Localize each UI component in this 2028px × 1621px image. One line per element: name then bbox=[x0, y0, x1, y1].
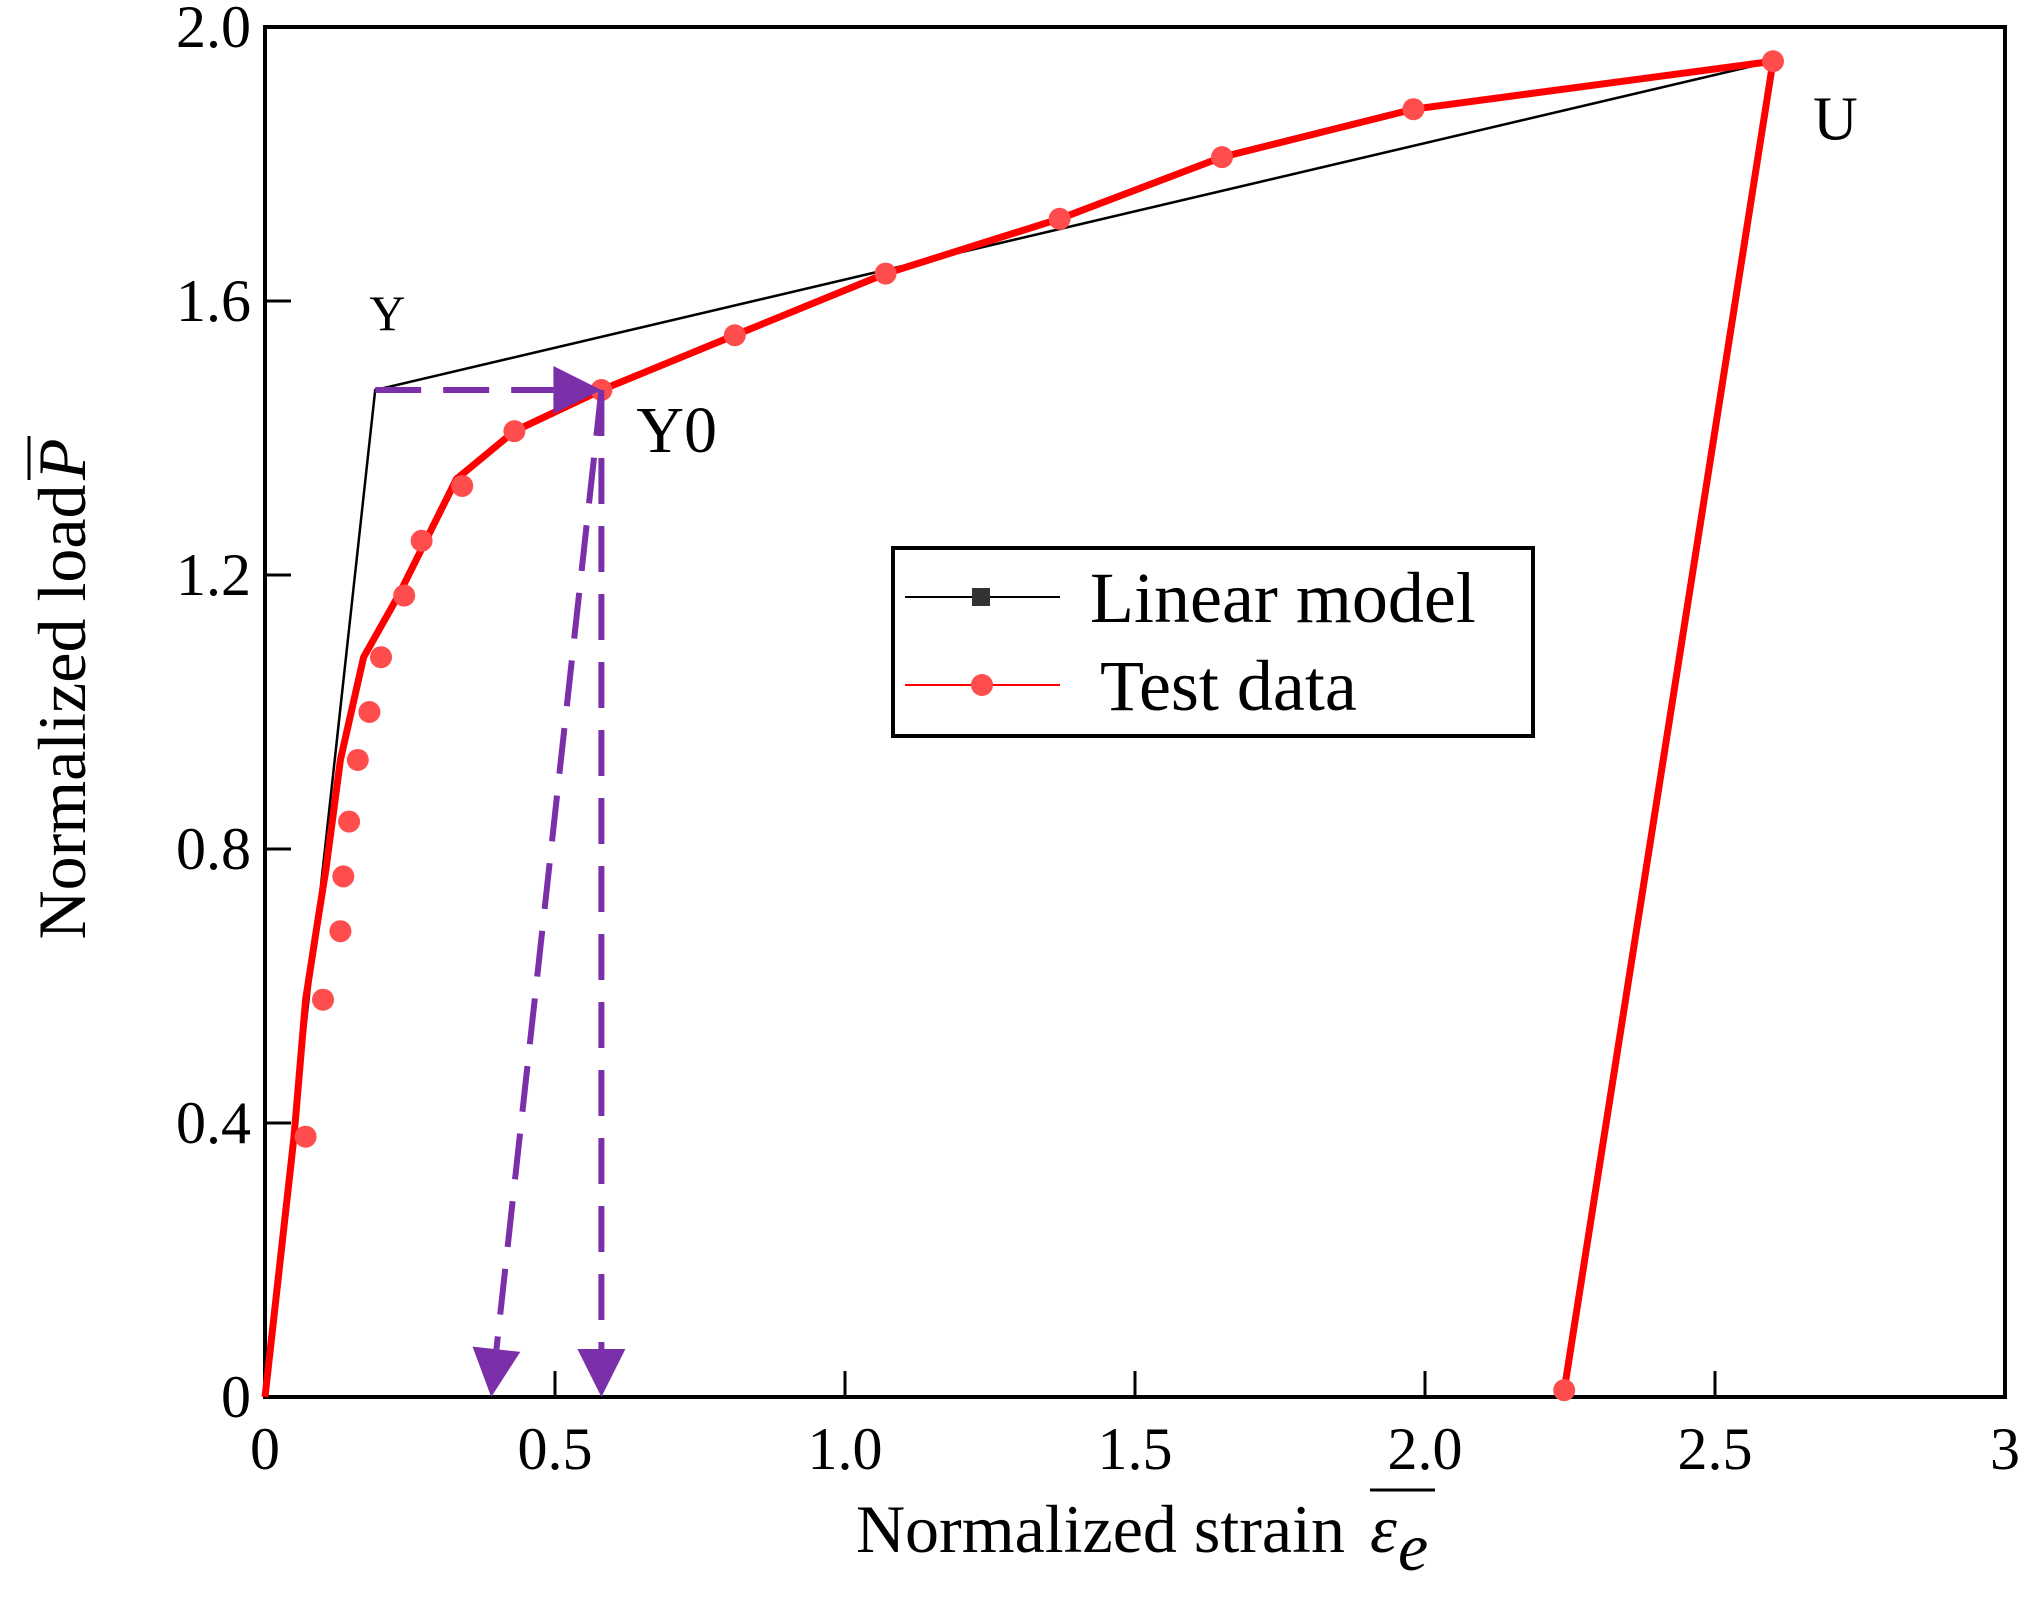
x-tick-label: 0 bbox=[250, 1416, 280, 1482]
dashed-arrow-line bbox=[493, 389, 605, 1350]
x-tick-label: 0.5 bbox=[518, 1416, 593, 1482]
test-data-point bbox=[723, 324, 746, 347]
test-data-point bbox=[294, 1125, 317, 1148]
legend-linear-label: Linear model bbox=[1090, 558, 1476, 638]
point-label-y0: Y0 bbox=[636, 394, 717, 467]
x-axis-label-text: Normalized strain bbox=[856, 1491, 1345, 1567]
test-data-point bbox=[1553, 1379, 1576, 1402]
x-axis-ticks: 0 0.5 1.0 1.5 2.0 2.5 3 bbox=[250, 1371, 2020, 1482]
test-data-point bbox=[312, 988, 334, 1011]
test-data-point bbox=[410, 529, 433, 552]
test-data-point bbox=[346, 748, 369, 771]
y-tick-label: 0 bbox=[221, 1364, 251, 1430]
y-tick-label: 1.6 bbox=[176, 268, 251, 334]
y-axis-label-text: Normalized load bbox=[24, 484, 100, 939]
legend-linear-marker bbox=[972, 588, 990, 606]
legend: Linear model Test data bbox=[891, 546, 1535, 738]
x-tick-label: 1.5 bbox=[1098, 1416, 1173, 1482]
test-data-point bbox=[874, 262, 897, 285]
legend-box bbox=[891, 546, 1535, 738]
test-data-point bbox=[332, 865, 355, 888]
test-data-line bbox=[261, 57, 1777, 1398]
y-axis-ticks: 0 0.4 0.8 1.2 1.6 2.0 bbox=[176, 0, 291, 1430]
x-axis-label-subscript: e bbox=[1398, 1509, 1428, 1585]
y-tick-label: 1.2 bbox=[176, 542, 251, 608]
test-data-point bbox=[338, 810, 361, 833]
test-data-point bbox=[1762, 50, 1784, 73]
y-tick-label: 2.0 bbox=[176, 0, 251, 60]
test-data-point bbox=[451, 474, 474, 497]
y-tick-label: 0.4 bbox=[176, 1090, 251, 1156]
test-data-point bbox=[503, 420, 526, 443]
test-data-point bbox=[1211, 146, 1233, 169]
point-label-u: U bbox=[1813, 85, 1858, 153]
arrow-head bbox=[472, 1346, 521, 1397]
test-data-point bbox=[1402, 98, 1425, 121]
y-axis-label-symbol: P bbox=[24, 438, 100, 481]
legend-test-label: Test data bbox=[1100, 646, 1357, 726]
test-data-point bbox=[370, 646, 392, 669]
y-axis-label: Normalized load P bbox=[24, 436, 100, 940]
arrow-head bbox=[577, 1349, 626, 1397]
x-axis-label-symbol: ε bbox=[1370, 1491, 1397, 1567]
test-data-point bbox=[358, 701, 381, 723]
x-tick-label: 1.0 bbox=[808, 1416, 883, 1482]
test-data-point bbox=[393, 584, 416, 607]
x-tick-label: 3 bbox=[1990, 1416, 2020, 1482]
arrow-layer bbox=[375, 366, 626, 1397]
x-tick-label: 2.0 bbox=[1388, 1416, 1463, 1482]
x-axis-label: Normalized strain ε e bbox=[856, 1488, 1435, 1585]
point-label-y: Y bbox=[369, 285, 405, 341]
test-data-point bbox=[1048, 207, 1071, 230]
annotation-layer: Y Y0 U bbox=[369, 85, 1858, 467]
legend-test-marker bbox=[971, 674, 993, 696]
arrow-head bbox=[553, 366, 602, 415]
test-data-point bbox=[329, 920, 352, 943]
x-tick-label: 2.5 bbox=[1678, 1416, 1753, 1482]
y-tick-label: 0.8 bbox=[176, 816, 251, 882]
